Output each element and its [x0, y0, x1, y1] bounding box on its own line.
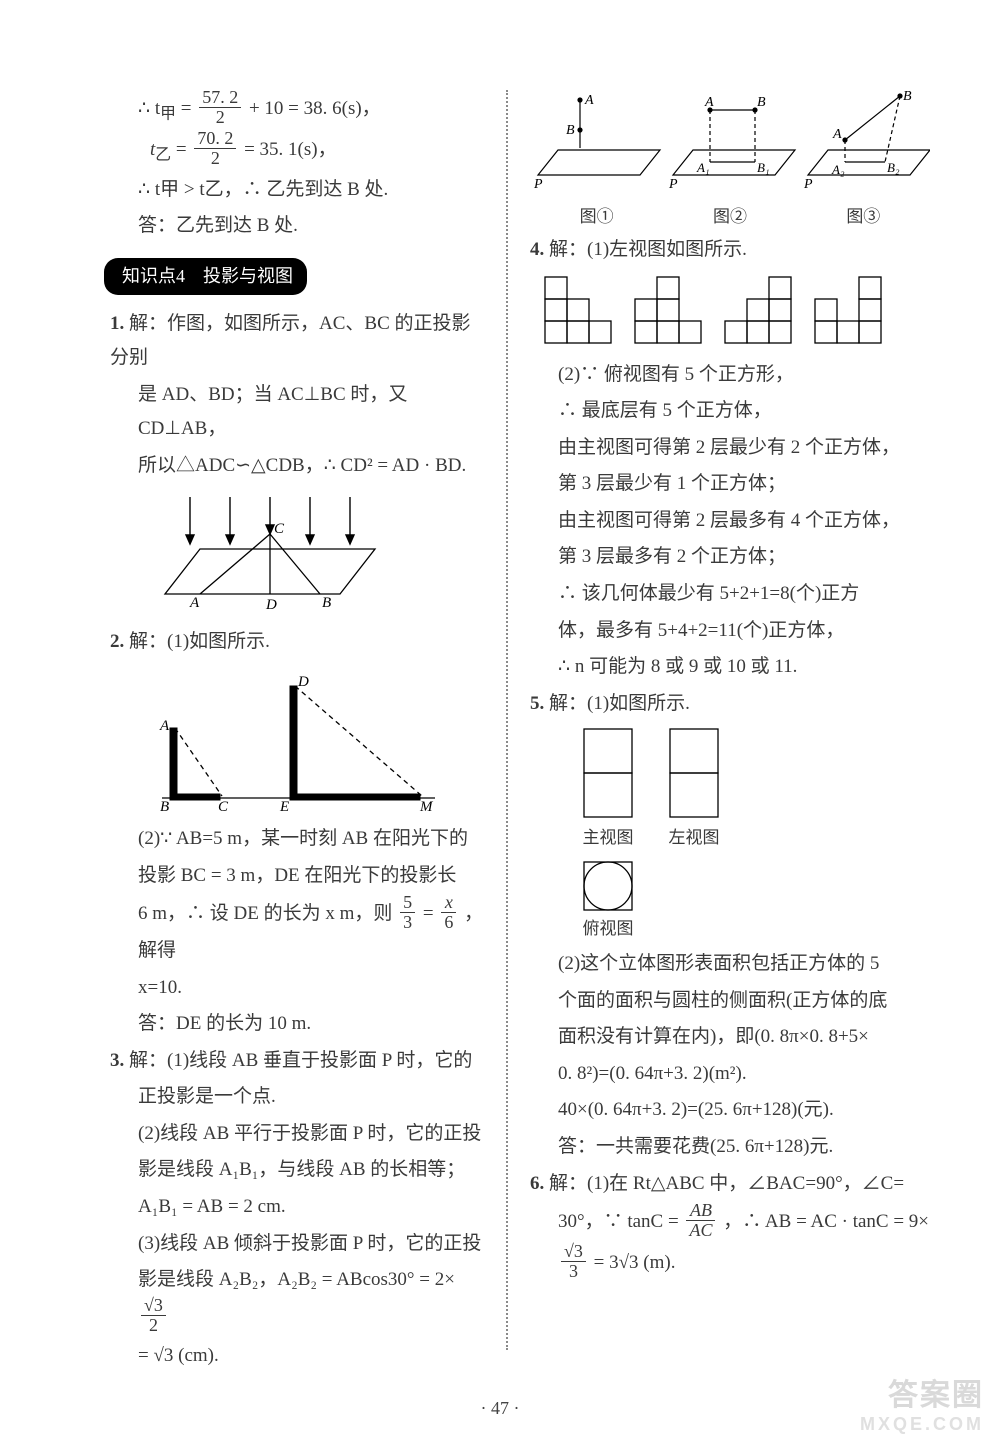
- text-line: 答：乙先到达 B 处.: [110, 209, 484, 244]
- text-line: (3)线段 AB 倾斜于投影面 P 时，它的正投: [110, 1227, 484, 1262]
- figure-top-view: 俯视图: [580, 858, 930, 945]
- text-line: 影是线段 A₁B₁，与线段 AB 的长相等；: [110, 1153, 484, 1188]
- text-line: 由主视图可得第 2 层最少有 2 个正方体，: [530, 431, 930, 466]
- caption-left-view: 左视图: [666, 823, 722, 854]
- fraction: 57. 22: [199, 88, 241, 127]
- text-line: 体，最多有 5+4+2=11(个)正方体，: [530, 614, 930, 649]
- text-line: 由主视图可得第 2 层最多有 4 个正方体，: [530, 504, 930, 539]
- svg-text:D: D: [297, 674, 309, 690]
- text-line: x=10.: [110, 971, 484, 1006]
- text-line: = √3 (cm).: [110, 1339, 484, 1374]
- figure-projection-triangle: A B C D: [140, 489, 484, 619]
- text-line: 40×(0. 64π+3. 2)=(25. 6π+128)(元).: [530, 1093, 930, 1128]
- text-line: 答：一共需要花费(25. 6π+128)元.: [530, 1130, 930, 1165]
- text-line: ∴ t甲 > t乙，∴ 乙先到达 B 处.: [110, 173, 484, 208]
- text-line: A₁B₁ = AB = 2 cm.: [110, 1190, 484, 1225]
- text-line: ∴ n 可能为 8 或 9 或 10 或 11.: [530, 650, 930, 685]
- figure-three-views: 主视图 左视图: [580, 725, 930, 854]
- problem-1: 1. 解：作图，如图所示，AC、BC 的正投影分别: [110, 307, 484, 376]
- text-line: (2)∵ AB=5 m，某一时刻 AB 在阳光下的: [110, 822, 484, 857]
- text-line: 面积没有计算在内)，即(0. 8π×0. 8+5×: [530, 1020, 930, 1055]
- svg-text:D: D: [265, 597, 277, 613]
- problem-2: 2. 解：(1)如图所示.: [110, 625, 484, 660]
- svg-text:M: M: [419, 799, 434, 815]
- fraction: √32: [141, 1296, 166, 1335]
- fraction: 70. 22: [194, 129, 236, 168]
- text-line: 第 3 层最多有 2 个正方体；: [530, 540, 930, 575]
- figure-left-views: [540, 274, 930, 352]
- text-line: 是 AD、BD；当 AC⊥BC 时，又 CD⊥AB，: [110, 378, 484, 447]
- two-column-layout: ∴ t甲 = 57. 22 + 10 = 38. 6(s)， t乙 = 70. …: [110, 90, 930, 1350]
- text-line: 正投影是一个点.: [110, 1080, 484, 1115]
- page-number: · 47 ·: [0, 1398, 1000, 1419]
- text-line: 6 m，∴ 设 DE 的长为 x m，则 53 = x6 ，解得: [110, 895, 484, 968]
- fraction: x6: [441, 893, 456, 932]
- section-heading-row: 知识点4 投影与视图: [110, 252, 484, 301]
- figure-three-projections: A B P A B A₁: [530, 90, 930, 233]
- svg-text:B₁: B₁: [757, 160, 769, 175]
- svg-text:E: E: [279, 799, 289, 815]
- right-column: A B P A B A₁: [508, 90, 930, 1350]
- svg-text:B: B: [160, 799, 169, 815]
- figure-captions: 图① 图② 图③: [530, 202, 930, 233]
- fraction: √33: [561, 1242, 586, 1281]
- text-line: t乙 = 70. 22 = 35. 1(s)，: [110, 131, 484, 170]
- svg-text:A₂: A₂: [831, 162, 845, 177]
- caption-top-view: 俯视图: [580, 914, 636, 945]
- text-line: 投影 BC = 3 m，DE 在阳光下的投影长: [110, 859, 484, 894]
- text-line: ∴ 该几何体最少有 5+2+1=8(个)正方: [530, 577, 930, 612]
- svg-text:B₂: B₂: [887, 160, 900, 175]
- svg-text:A: A: [704, 95, 714, 110]
- text-line: 影是线段 A₂B₂，A₂B₂ = ABcos30° = 2× √32: [110, 1263, 484, 1336]
- text-line: 个面的面积与圆柱的侧面积(正方体的底: [530, 984, 930, 1019]
- svg-text:B: B: [757, 95, 766, 110]
- text-line: ∴ t甲 = 57. 22 + 10 = 38. 6(s)，: [110, 90, 484, 129]
- left-column: ∴ t甲 = 57. 22 + 10 = 38. 6(s)， t乙 = 70. …: [110, 90, 506, 1350]
- problem-4: 4. 解：(1)左视图如图所示.: [530, 233, 930, 268]
- text-line: 所以△ADC∽△CDB，∴ CD² = AD · BD.: [110, 449, 484, 484]
- svg-text:A: A: [584, 93, 594, 108]
- svg-text:P: P: [533, 177, 543, 192]
- text-line: 答：DE 的长为 10 m.: [110, 1007, 484, 1042]
- svg-text:B: B: [566, 123, 575, 138]
- svg-text:C: C: [274, 521, 285, 537]
- text-line: 0. 8²)=(0. 64π+3. 2)(m²).: [530, 1057, 930, 1092]
- text-line: √33 = 3√3 (m).: [530, 1244, 930, 1283]
- svg-text:A: A: [832, 127, 842, 142]
- text-line: 第 3 层最少有 1 个正方体；: [530, 467, 930, 502]
- svg-text:P: P: [668, 177, 678, 192]
- problem-3: 3. 解：(1)线段 AB 垂直于投影面 P 时，它的: [110, 1044, 484, 1079]
- page: ∴ t甲 = 57. 22 + 10 = 38. 6(s)， t乙 = 70. …: [0, 0, 1000, 1447]
- fraction: 53: [400, 893, 415, 932]
- svg-text:B: B: [903, 90, 912, 104]
- svg-text:P: P: [803, 177, 813, 192]
- text-line: (2)线段 AB 平行于投影面 P 时，它的正投: [110, 1117, 484, 1152]
- svg-text:C: C: [218, 799, 229, 815]
- text-line: (2)这个立体图形表面积包括正方体的 5: [530, 947, 930, 982]
- svg-text:A: A: [189, 595, 200, 611]
- problem-6: 6. 解：(1)在 Rt△ABC 中，∠BAC=90°，∠C=: [530, 1167, 930, 1202]
- svg-text:B: B: [322, 595, 331, 611]
- text-line: (2)∵ 俯视图有 5 个正方形，: [530, 358, 930, 393]
- text-line: 30°，∵ tanC = ABAC ，∴ AB = AC · tanC = 9×: [530, 1203, 930, 1242]
- figure-shadow-poles: A B C D E M: [140, 666, 484, 816]
- svg-text:A: A: [159, 718, 170, 734]
- fraction: ABAC: [686, 1201, 715, 1240]
- section-pill: 知识点4 投影与视图: [104, 258, 307, 295]
- text-line: ∴ 最底层有 5 个正方体，: [530, 394, 930, 429]
- problem-5: 5. 解：(1)如图所示.: [530, 687, 930, 722]
- svg-text:A₁: A₁: [696, 160, 709, 175]
- caption-front-view: 主视图: [580, 823, 636, 854]
